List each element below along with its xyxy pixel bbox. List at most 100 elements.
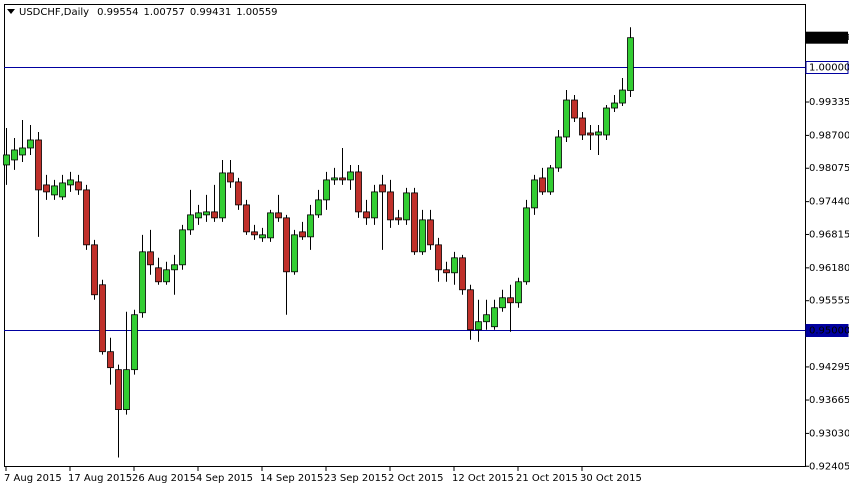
candle-body xyxy=(579,117,586,136)
candle-body xyxy=(27,139,34,149)
candle-body xyxy=(515,281,522,304)
y-tick-label: 0.93665 xyxy=(809,395,849,406)
candle-body xyxy=(483,314,490,323)
candle-body xyxy=(603,107,610,136)
candle-body xyxy=(387,191,394,221)
candle-body xyxy=(347,171,354,181)
candle-body xyxy=(363,211,370,219)
y-tick-label: 0.95555 xyxy=(809,296,849,307)
x-tick-label: 14 Sep 2015 xyxy=(260,473,323,484)
header-value: 1.00757 xyxy=(143,7,184,18)
y-tick-label: 0.92405 xyxy=(809,461,849,472)
candle-body xyxy=(555,136,562,169)
candle-body xyxy=(267,212,274,239)
candle-body xyxy=(291,234,298,273)
y-tick-label: 0.96180 xyxy=(809,263,849,274)
y-tick-label: 0.94295 xyxy=(809,362,849,373)
candle-body xyxy=(195,212,202,219)
candle-body xyxy=(531,179,538,209)
y-tick-label: 0.98075 xyxy=(809,163,849,174)
x-tick-label: 21 Oct 2015 xyxy=(516,473,578,484)
candle-body xyxy=(451,257,458,274)
y-tick-label: 0.97440 xyxy=(809,197,849,208)
candle-body xyxy=(171,264,178,271)
candle-body xyxy=(611,102,618,109)
candle-body xyxy=(131,314,138,371)
candle-body xyxy=(475,321,482,331)
candle-body xyxy=(507,297,514,304)
level-label-box xyxy=(805,324,849,337)
x-tick-label: 26 Aug 2015 xyxy=(132,473,196,484)
candle-body xyxy=(283,217,290,273)
candle-body xyxy=(419,219,426,253)
candle-body xyxy=(163,269,170,283)
candle-body xyxy=(275,212,282,219)
candle-body xyxy=(547,167,554,193)
candle-body xyxy=(339,177,346,181)
y-tick-label: 0.93030 xyxy=(809,428,849,439)
candle-body xyxy=(67,179,74,186)
x-tick-label: 12 Oct 2015 xyxy=(452,473,514,484)
candle-body xyxy=(227,172,234,183)
candle-body xyxy=(51,185,58,196)
x-tick-label: 30 Oct 2015 xyxy=(580,473,642,484)
header-arrow xyxy=(7,9,15,14)
level-label: 0.95000 xyxy=(809,326,849,337)
candle-body xyxy=(307,214,314,238)
candle-body xyxy=(379,184,386,193)
header-value: 1.00559 xyxy=(236,7,277,18)
y-tick-label: 0.96815 xyxy=(809,229,849,240)
candle-body xyxy=(123,369,130,411)
current-price-box xyxy=(806,31,848,44)
candle-body xyxy=(315,199,322,216)
candle-body xyxy=(59,182,66,198)
candle-body xyxy=(595,131,602,136)
candle-body xyxy=(187,214,194,231)
candle-body xyxy=(43,184,50,193)
candle-body xyxy=(571,99,578,119)
candle-body xyxy=(411,192,418,253)
x-tick-label: 4 Sep 2015 xyxy=(196,473,253,484)
candle-body xyxy=(459,257,466,291)
current-price-label: 1.00559 xyxy=(809,33,849,44)
candle-body xyxy=(427,219,434,246)
candle-body xyxy=(395,217,402,221)
candle-body xyxy=(19,147,26,156)
candle-body xyxy=(443,269,450,274)
candle-body xyxy=(243,204,250,233)
level-label-box xyxy=(805,61,849,74)
candle-body xyxy=(371,191,378,219)
header-value: 0.99554 xyxy=(97,7,138,18)
y-tick-label: 0.99335 xyxy=(809,97,849,108)
candle-body xyxy=(219,172,226,219)
y-tick-label: 0.98700 xyxy=(809,130,849,141)
candle-body xyxy=(139,251,146,314)
x-tick-label: 23 Sep 2015 xyxy=(324,473,387,484)
candle-body xyxy=(259,234,266,239)
plot-frame xyxy=(4,4,806,467)
candle-body xyxy=(619,89,626,104)
level-label: 1.00000 xyxy=(809,63,849,74)
candle-body xyxy=(115,369,122,411)
candle-body xyxy=(331,177,338,181)
candle-body xyxy=(211,211,218,219)
candle-body xyxy=(499,297,506,309)
candle-body xyxy=(491,307,498,328)
candle-body xyxy=(179,229,186,266)
candle-body xyxy=(3,154,10,166)
candle-body xyxy=(203,211,210,216)
candle-body xyxy=(147,251,154,266)
x-tick-label: 2 Oct 2015 xyxy=(388,473,443,484)
candle-body xyxy=(523,207,530,283)
header-value: 0.99431 xyxy=(190,7,231,18)
candle-body xyxy=(155,267,162,283)
candle-body xyxy=(323,179,330,201)
candle-body xyxy=(235,181,242,206)
candle-body xyxy=(563,99,570,138)
candle-body xyxy=(403,192,410,221)
candle-body xyxy=(83,189,90,246)
candle-body xyxy=(11,149,18,161)
candle-body xyxy=(299,231,306,238)
